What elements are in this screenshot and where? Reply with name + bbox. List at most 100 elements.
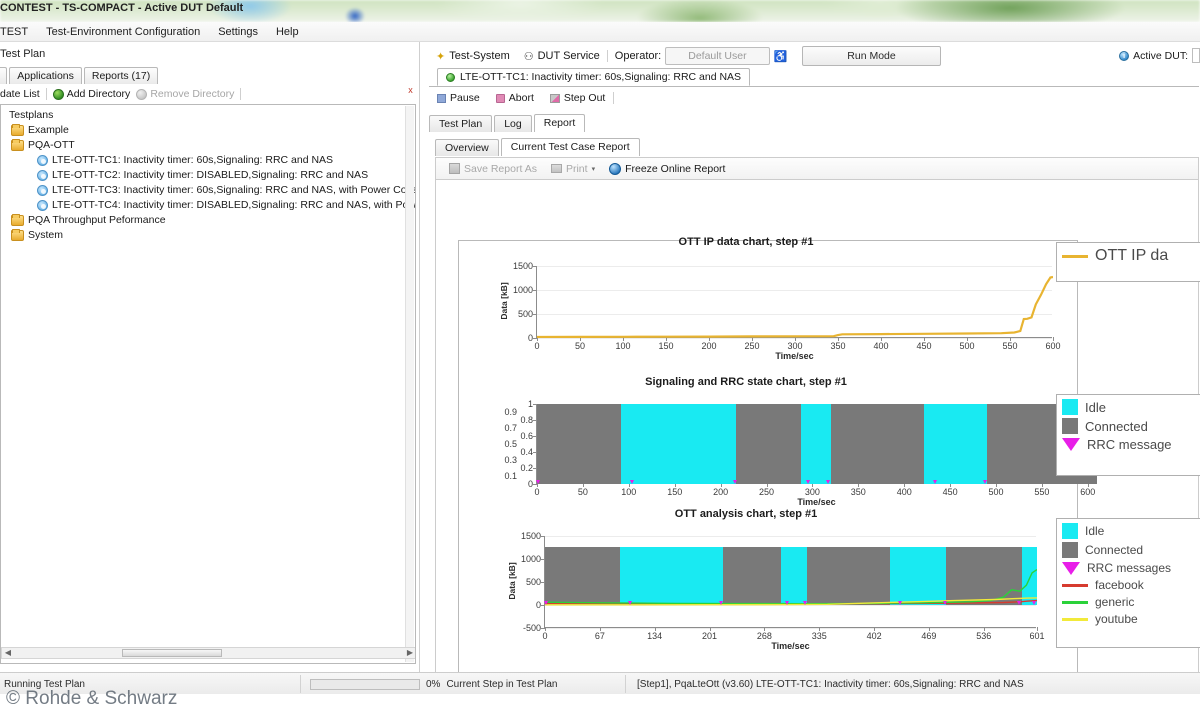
x-axis-tick xyxy=(881,337,882,341)
y-axis-tick-label: 1500 xyxy=(520,531,541,541)
x-axis-tick-label: 600 xyxy=(1080,487,1096,497)
y-axis-tick xyxy=(533,404,537,405)
x-axis-tick xyxy=(1053,337,1054,341)
tree-item[interactable]: LTE-OTT-TC1: Inactivity timer: 60s,Signa… xyxy=(7,153,415,168)
abort-button[interactable]: Abort xyxy=(488,92,542,104)
dut-service-label: DUT Service xyxy=(537,50,600,62)
step-out-button[interactable]: Step Out xyxy=(542,92,613,104)
pause-button[interactable]: Pause xyxy=(429,92,488,104)
pause-icon xyxy=(437,93,446,103)
x-axis-tick-label: 300 xyxy=(787,341,803,351)
x-axis-tick-label: 150 xyxy=(658,341,674,351)
operator-field[interactable]: Default User xyxy=(665,47,770,65)
left-tab-applications[interactable]: Applications xyxy=(9,67,82,84)
dut-service-button[interactable]: ⚇ DUT Service xyxy=(517,50,607,63)
tree-item[interactable]: PQA-OTT xyxy=(7,138,415,153)
x-axis-tick xyxy=(1010,337,1011,341)
tree-vertical-scrollbar[interactable] xyxy=(405,106,414,662)
tree-item[interactable]: LTE-OTT-TC3: Inactivity timer: 60s,Signa… xyxy=(7,183,415,198)
legend-item-label: Idle xyxy=(1085,399,1106,415)
legend-item-label: Connected xyxy=(1085,543,1144,557)
print-button[interactable]: Print ▾ xyxy=(544,163,602,175)
step-info-label: [Step1], PqaLteOtt (v3.60) LTE-OTT-TC1: … xyxy=(637,678,1024,690)
menu-item-settings[interactable]: Settings xyxy=(218,25,258,38)
tab-current-test-case-report[interactable]: Current Test Case Report xyxy=(500,138,640,156)
x-axis-tick-label: 134 xyxy=(647,631,663,641)
tree-horizontal-scrollbar[interactable]: ◀ ▶ xyxy=(1,647,415,659)
rrc-message-marker xyxy=(897,601,902,605)
x-axis-tick-label: 150 xyxy=(667,487,683,497)
test-plan-heading: Test Plan xyxy=(0,48,46,60)
update-list-button[interactable]: date List xyxy=(0,88,40,100)
report-canvas[interactable]: OTT IP data chart, step #1 0 500 1000 1500 0 5… xyxy=(435,179,1200,704)
x-axis-tick-label: 50 xyxy=(574,341,586,351)
user-switch-icon[interactable]: ♿ xyxy=(773,50,788,63)
active-dut-select[interactable] xyxy=(1192,48,1200,63)
remove-directory-button[interactable]: Remove Directory xyxy=(136,88,234,100)
chevron-down-icon[interactable]: ▾ xyxy=(591,165,596,173)
tree-item[interactable]: Testplans xyxy=(7,108,415,123)
x-axis-tick xyxy=(623,337,624,341)
save-report-as-button[interactable]: Save Report As xyxy=(442,163,544,175)
tab-log[interactable]: Log xyxy=(494,115,532,132)
legend-swatch-box xyxy=(1062,523,1078,539)
legend-swatch-triangle xyxy=(1062,561,1080,575)
test-case-tab[interactable]: LTE-OTT-TC1: Inactivity timer: 60s,Signa… xyxy=(437,68,751,86)
tree-item[interactable]: System xyxy=(7,228,415,243)
x-axis-tick xyxy=(904,483,906,487)
left-tab-reports[interactable]: Reports (17) xyxy=(83,67,159,84)
test-system-button[interactable]: ✦ Test-System xyxy=(429,50,517,63)
legend-item: Idle xyxy=(1062,399,1200,415)
main-tabs: Test Plan Log Report xyxy=(429,114,1199,132)
legend-swatch-line xyxy=(1062,600,1088,604)
tab-overview[interactable]: Overview xyxy=(435,139,499,156)
testplan-tree[interactable]: Testplans Example PQA-OTT LTE-OTT-TC1: Inac… xyxy=(0,104,416,664)
watermark: © Rohde & Schwarz xyxy=(6,688,178,709)
freeze-online-report-button[interactable]: Freeze Online Report xyxy=(602,162,732,175)
x-axis-tick xyxy=(666,337,667,341)
menu-item-test-environment-configuration[interactable]: Test-Environment Configuration xyxy=(46,25,201,38)
x-axis-tick xyxy=(709,337,710,341)
progress-bar xyxy=(310,678,420,690)
scroll-right-icon[interactable]: ▶ xyxy=(406,648,414,657)
tree-item[interactable]: LTE-OTT-TC2: Inactivity timer: DISABLED,… xyxy=(7,168,415,183)
rrc-message-marker xyxy=(1017,601,1022,605)
legend-item: RRC messages xyxy=(1062,561,1200,575)
menu-item-test[interactable]: TEST xyxy=(0,25,29,38)
remove-directory-label: Remove Directory xyxy=(150,88,235,100)
x-axis-tick-label: 0 xyxy=(534,341,540,351)
x-axis-tick xyxy=(764,627,766,631)
y-axis-tick xyxy=(533,468,537,469)
legend-item: Connected xyxy=(1062,542,1200,558)
close-icon[interactable]: x xyxy=(408,85,413,95)
chart-legend: Idle Connected RRC messages facebook generic… xyxy=(1056,518,1200,648)
rrc-message-marker xyxy=(784,601,789,605)
scroll-left-icon[interactable]: ◀ xyxy=(4,648,12,657)
gridline xyxy=(537,314,1052,315)
test-plan-panel: Test Plan s Applications Reports (17) da… xyxy=(0,42,420,672)
tree-item[interactable]: LTE-OTT-TC4: Inactivity timer: DISABLED,… xyxy=(7,198,415,213)
x-axis-tick xyxy=(599,627,601,631)
left-tab-testplans[interactable]: s xyxy=(0,67,8,84)
x-axis-tick xyxy=(1087,483,1089,487)
toolbar-separator-4 xyxy=(613,92,615,104)
y-axis-tick-label: 1500 xyxy=(512,261,533,271)
tab-test-plan[interactable]: Test Plan xyxy=(429,115,493,132)
globe-icon xyxy=(609,162,622,175)
chart-title: Signaling and RRC state chart, step #1 xyxy=(645,376,847,388)
x-axis-tick-label: 536 xyxy=(976,631,992,641)
x-axis-tick-label: 500 xyxy=(988,487,1004,497)
x-axis-tick-label: 400 xyxy=(896,487,912,497)
add-directory-button[interactable]: Add Directory xyxy=(52,88,130,100)
y-axis-tick xyxy=(533,338,537,339)
series-OTT IP data xyxy=(537,275,1053,338)
tree-item[interactable]: PQA Throughput Peformance xyxy=(7,213,415,228)
folder-icon xyxy=(11,214,24,226)
chart-legend: Idle Connected RRC message xyxy=(1056,394,1200,476)
run-mode-button[interactable]: Run Mode xyxy=(802,46,941,66)
tab-report[interactable]: Report xyxy=(533,114,586,132)
series-layer xyxy=(545,569,1037,606)
scrollbar-thumb[interactable] xyxy=(122,649,222,657)
menu-item-help[interactable]: Help xyxy=(275,25,299,38)
tree-item[interactable]: Example xyxy=(7,123,415,138)
